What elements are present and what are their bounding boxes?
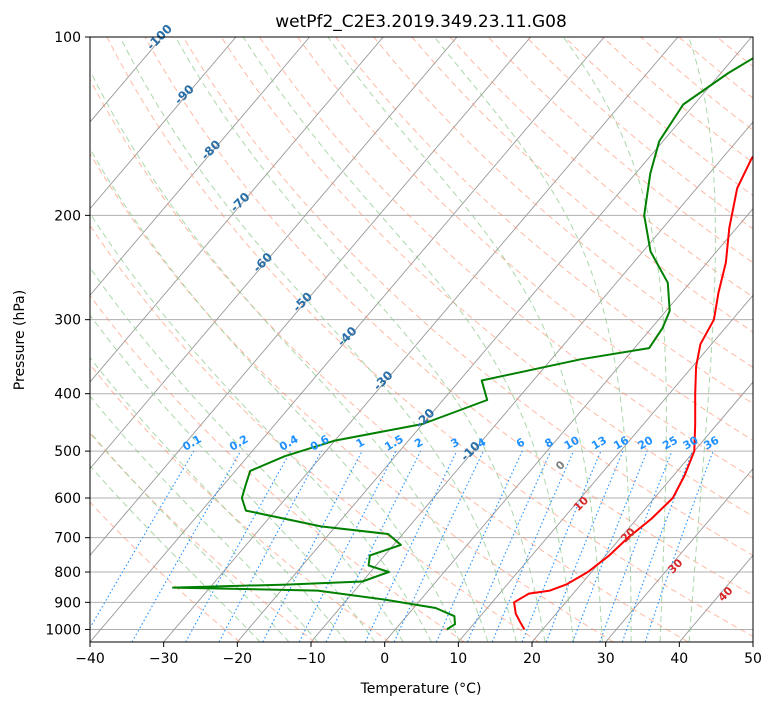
x-tick-label: 20: [523, 651, 541, 667]
x-tick-label: −30: [149, 651, 179, 667]
dry-adiabat-line: [144, 37, 753, 597]
mixing-ratio-line: [491, 450, 575, 642]
mixing-ratio-line: [218, 450, 322, 642]
moist-adiabat-line: [90, 266, 404, 642]
y-tick-label: 600: [54, 491, 81, 507]
moist-adiabat-line: [242, 37, 575, 642]
y-tick-label: 200: [54, 208, 81, 224]
moist-adiabat-line: [327, 37, 603, 642]
plot-frame: [89, 36, 754, 643]
x-tick-label: 30: [597, 651, 615, 667]
y-tick-label: 300: [54, 313, 81, 329]
moist-adiabat-line: [562, 37, 667, 642]
temperature-line: [513, 155, 753, 630]
dry-adiabat-line: [449, 37, 753, 298]
isotherm-line: [531, 381, 753, 642]
mixing-ratio-line: [644, 450, 714, 642]
dry-adiabat-line: [90, 224, 540, 642]
mixing-ratio-line: [325, 450, 422, 642]
dry-adiabat-line: [106, 37, 753, 638]
isotherm-line: [605, 467, 753, 642]
isotherm-line: [90, 37, 310, 297]
x-tick-label: 10: [449, 651, 467, 667]
moist-adiabat-line: [90, 212, 432, 642]
moist-adiabat-line: [119, 37, 517, 642]
moist-adiabat-line: [688, 37, 716, 642]
y-tick-label: 400: [54, 387, 81, 403]
dry-adiabat-line: [90, 363, 390, 642]
y-tick-label: 500: [54, 444, 81, 460]
x-axis-label: Temperature (°C): [360, 681, 482, 697]
background-lines: [90, 37, 753, 642]
isotherm-line: [90, 37, 237, 210]
moist-adiabat-line: [90, 431, 290, 642]
axis-layer: −40 −30 −20 −10 0 10 20 30 40 50 100 200 300 400 500 60…: [45, 30, 762, 667]
moist-adiabat-line: [90, 69, 489, 642]
dry-adiabat-line: [373, 37, 753, 369]
dry-adiabat-line: [411, 37, 753, 333]
dewpoint-line: [172, 57, 753, 631]
isotherm-line: [236, 37, 752, 642]
mixing-ratio-line: [435, 450, 523, 642]
mixing-ratio-line: [466, 450, 552, 642]
x-tick-label: −40: [75, 651, 105, 667]
moist-adiabat-line: [434, 37, 632, 642]
moist-adiabat-line: [90, 148, 461, 642]
series-layer: [172, 57, 753, 631]
y-tick-label: 100: [54, 30, 81, 46]
dry-adiabat-line: [90, 294, 465, 642]
y-tick-label: 900: [54, 595, 81, 611]
dry-adiabat-line: [90, 501, 241, 642]
isotherm-line: [90, 37, 605, 642]
isotherm-line: [90, 37, 531, 557]
dry-adiabat-line: [182, 37, 753, 557]
y-tick-label: 800: [54, 565, 81, 581]
mixing-ratio-line: [545, 450, 624, 642]
y-axis-label: Pressure (hPa): [12, 290, 28, 390]
x-tick-label: −10: [296, 651, 326, 667]
mixing-ratio-line: [185, 450, 292, 642]
isotherm-line: [457, 294, 753, 642]
chart-title: wetPf2_C2E3.2019.349.23.11.G08: [275, 12, 567, 32]
moist-adiabat-line: [90, 314, 376, 642]
mixing-ratio-line: [599, 450, 673, 642]
mixing-ratio-line: [521, 450, 602, 642]
x-tick-label: 0: [380, 651, 389, 667]
dry-adiabat-line: [220, 37, 753, 517]
dry-adiabat-line: [90, 152, 614, 642]
mixing-ratio-line: [572, 450, 648, 642]
x-tick-label: −20: [223, 651, 253, 667]
mixing-ratio-line: [298, 450, 397, 642]
isotherm-line: [384, 207, 753, 642]
y-tick-label: 1000: [45, 622, 81, 638]
moist-adiabat-line: [90, 395, 319, 642]
moist-adiabat-line: [175, 37, 546, 642]
x-tick-label: 50: [744, 651, 762, 667]
moist-adiabat-line: [90, 356, 347, 642]
isotherm-line: [90, 37, 384, 383]
dry-adiabat-line: [90, 78, 689, 642]
y-tick-label: 700: [54, 531, 81, 547]
isotherm-line: [90, 37, 458, 470]
x-tick-label: 40: [670, 651, 688, 667]
